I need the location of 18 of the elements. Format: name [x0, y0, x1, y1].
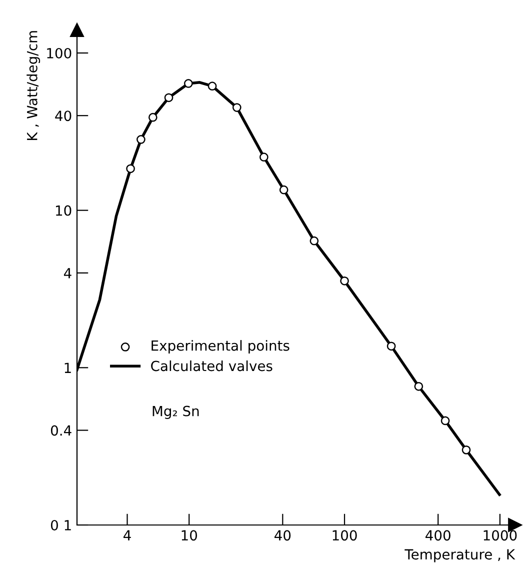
- x-tick-label: 400: [426, 530, 450, 541]
- legend-label: Calculated valves: [151, 360, 272, 372]
- y-tick-label: 0.4: [50, 425, 72, 436]
- legend-label: Experimental points: [152, 340, 290, 354]
- y-tick-label: 1: [64, 362, 71, 373]
- y-tick-label: 4: [64, 268, 72, 278]
- y-tick-label: 10: [56, 205, 72, 216]
- annotation: Mg₂ Sn: [152, 406, 199, 419]
- x-tick-label: 40: [274, 530, 291, 541]
- y-axis-title: K , Watt/deg/cm: [26, 31, 40, 140]
- x-tick-label: 1000: [484, 530, 517, 541]
- x-tick-label: 4: [124, 530, 131, 540]
- x-tick-label: 100: [332, 530, 357, 541]
- x-axis-title: Temperature , K: [404, 549, 516, 562]
- y-tick-label: 0 1: [50, 520, 71, 530]
- y-tick-label: 40: [55, 110, 72, 122]
- x-tick-label: 10: [182, 530, 198, 541]
- y-tick-label: 100: [47, 48, 72, 58]
